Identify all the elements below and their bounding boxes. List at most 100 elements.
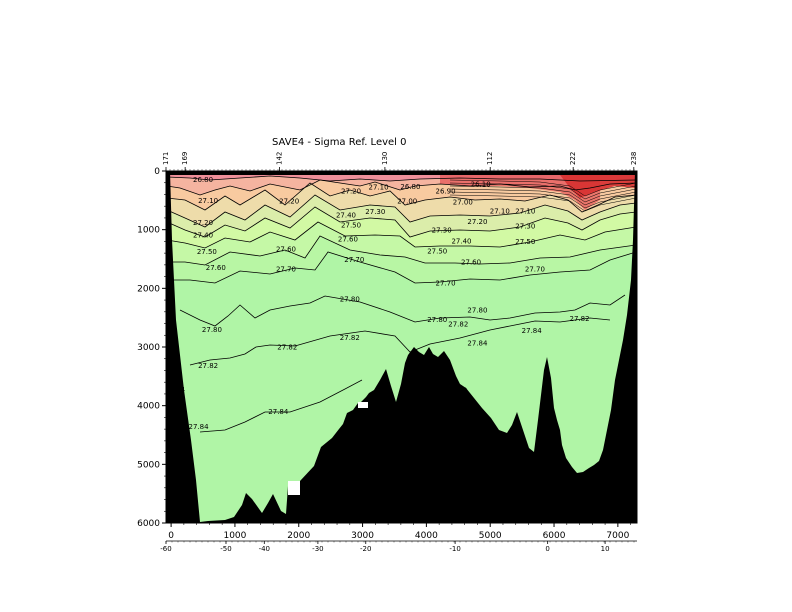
- station-label: 130: [381, 152, 389, 165]
- lat-tick-label: 0: [545, 545, 549, 553]
- contour-label: 27.20: [341, 188, 361, 196]
- contour-label: 27.60: [276, 246, 296, 254]
- station-label: 171: [162, 152, 170, 165]
- lat-tick-label: -30: [312, 545, 323, 553]
- surface-band: [166, 171, 637, 175]
- contour-line: [449, 185, 637, 203]
- contour-line: [179, 294, 626, 327]
- chart-title: SAVE4 - Sigma Ref. Level 0: [272, 137, 406, 148]
- contour-label: 26.80: [193, 176, 213, 184]
- top-station-axis: 171 169 142 130 112 222 238: [162, 152, 638, 171]
- contour-line: [166, 206, 637, 238]
- contour-label: 27.80: [427, 316, 447, 324]
- x-tick-label: 2000: [287, 531, 310, 541]
- contour-label: 27.50: [341, 222, 361, 230]
- contour-label: 27.84: [522, 327, 543, 335]
- contour-line: [167, 235, 637, 266]
- x-axis-latitude: -60 -50 -40 -30 -20 -10 0 10: [160, 540, 637, 553]
- contour-label: 27.70: [344, 256, 364, 264]
- y-tick-label: 1000: [137, 226, 160, 236]
- y-tick-label: 0: [154, 167, 160, 177]
- contour-label: 27.60: [206, 264, 226, 272]
- contour-label: 27.30: [432, 226, 452, 234]
- x-tick-label: 7000: [606, 531, 629, 541]
- contour-label: 26.80: [400, 183, 420, 191]
- contour-label: 27.20: [193, 219, 213, 227]
- contour-label: 27.10: [515, 207, 535, 215]
- contour-line: [166, 194, 637, 228]
- contour-label: 27.50: [197, 248, 217, 256]
- contour-label: 27.82: [570, 315, 590, 323]
- contour-line: [449, 191, 637, 209]
- contour-line: [449, 194, 637, 212]
- contour-label: 27.70: [525, 266, 545, 274]
- contour-line: [449, 182, 637, 200]
- contour-label: 26.90: [436, 188, 456, 196]
- x-tick-label: 3000: [351, 531, 374, 541]
- contour-label: 27.80: [202, 326, 222, 334]
- x-tick-label: 0: [168, 531, 174, 541]
- contour-label: 27.50: [515, 238, 535, 246]
- x-tick-label: 1000: [223, 531, 246, 541]
- contour-line: [199, 379, 363, 433]
- y-tick-label: 3000: [137, 343, 160, 353]
- lat-tick-label: -10: [449, 545, 460, 553]
- contour-label: 27.30: [515, 223, 535, 231]
- contour-label: 27.84: [189, 423, 210, 431]
- contour-label: 27.60: [338, 236, 358, 244]
- x-tick-label: 6000: [543, 531, 566, 541]
- contour-label: 27.00: [453, 199, 473, 207]
- y-tick-label: 6000: [137, 519, 160, 529]
- contour-label: 27.10: [490, 207, 510, 215]
- isopycnal-contours: [166, 175, 637, 433]
- contour-label: 26.10: [471, 180, 491, 188]
- contour-label: 27.30: [365, 208, 385, 216]
- contour-label: 27.70: [276, 266, 296, 274]
- y-tick-label: 4000: [137, 402, 160, 412]
- y-tick-label: 2000: [137, 284, 160, 294]
- data-gap: [358, 402, 368, 408]
- station-label: 222: [569, 152, 577, 165]
- contour-label: 27.80: [340, 295, 360, 303]
- x-tick-label: 4000: [415, 531, 438, 541]
- contour-label: 27.50: [427, 247, 447, 255]
- contour-label: 27.82: [448, 321, 468, 329]
- lat-tick-label: -60: [160, 545, 171, 553]
- data-gap: [288, 481, 300, 495]
- contour-label: 27.00: [397, 198, 417, 206]
- lat-tick-label: -20: [360, 545, 371, 553]
- contour-label: 27.84: [467, 339, 488, 347]
- lat-tick-label: -50: [220, 545, 231, 553]
- contour-label: 27.60: [461, 259, 481, 267]
- y-tick-label: 5000: [137, 460, 160, 470]
- contour-line: [449, 188, 637, 206]
- contour-label: 27.80: [467, 307, 487, 315]
- contour-label: 27.82: [277, 344, 297, 352]
- contour-label: 27.82: [198, 362, 218, 370]
- y-axis-depth: 0 1000 2000 3000 4000 5000 6000: [137, 167, 166, 529]
- x-tick-label: 5000: [479, 531, 502, 541]
- station-label: 112: [486, 152, 494, 165]
- contour-line: [449, 179, 637, 197]
- contour-labels: 26.8027.1027.2027.4027.5027.6027.8027.82…: [176, 176, 589, 431]
- contour-label: 27.84: [268, 408, 289, 416]
- contour-label: 27.40: [451, 237, 471, 245]
- contour-line: [166, 175, 637, 182]
- contour-line: [167, 251, 637, 284]
- contour-label: 27.20: [467, 218, 487, 226]
- contour-label: 27.40: [336, 212, 356, 220]
- contour-label: 27.70: [436, 280, 456, 288]
- contour-line: [166, 182, 637, 213]
- contour-label: 27.82: [340, 334, 360, 342]
- contour-label: 27.20: [279, 198, 299, 206]
- contour-label: 27.10: [369, 183, 389, 191]
- x-axis-distance: 0 1000 2000 3000 4000 5000 6000 7000: [168, 523, 631, 541]
- contour-label: 27.40: [193, 232, 213, 240]
- contour-line: [189, 317, 611, 366]
- station-label: 169: [181, 152, 189, 165]
- contour-line: [166, 221, 637, 249]
- contour-label: 27.10: [198, 197, 218, 205]
- seafloor-bathymetry: [166, 171, 637, 523]
- contour-line: [166, 179, 637, 196]
